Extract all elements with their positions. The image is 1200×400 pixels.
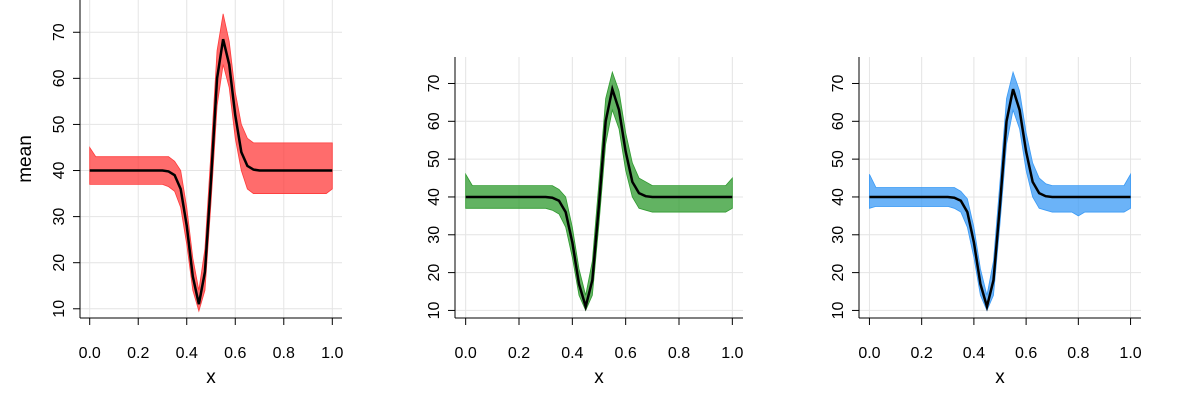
x-tick-label: 0.6 [615,345,637,362]
y-tick-label: 50 [830,150,847,168]
x-tick-label: 1.0 [721,345,743,362]
x-tick-label: 0.4 [963,345,985,362]
x-tick-label: 1.0 [321,345,343,362]
y-tick-label: 10 [51,300,68,318]
x-tick-label: 0.2 [127,345,149,362]
y-tick-label: 70 [830,74,847,92]
y-tick-label: 30 [51,208,68,226]
panel: 0.0 0.2 0.4 0.6 0.8 1.0 10 20 30 40 50 60 70 x mean [15,0,344,388]
x-tick-label: 0.4 [176,345,198,362]
x-tick-label: 0.0 [79,345,101,362]
mean-line [89,38,333,305]
x-tick-label: 0.2 [508,345,530,362]
y-tick-label: 60 [830,112,847,130]
x-tick-label: 0.8 [668,345,690,362]
y-tick-label: 50 [426,150,443,168]
y-tick-label: 40 [51,162,68,180]
x-axis-label: x [594,367,604,388]
x-tick-label: 0.6 [224,345,246,362]
y-tick-label: 60 [426,112,443,130]
y-tick-label: 20 [51,254,68,272]
y-tick-label: 70 [426,74,443,92]
y-tick-label: 20 [830,264,847,282]
mean-line [869,88,1131,312]
x-tick-label: 1.0 [1119,345,1141,362]
x-tick-label: 0.8 [273,345,295,362]
y-tick-label: 20 [426,264,443,282]
y-tick-label: 10 [426,301,443,319]
y-tick-label: 50 [51,115,68,133]
y-tick-label: 40 [830,188,847,206]
panel: 0.0 0.2 0.4 0.6 0.8 1.0 10 20 30 40 50 60 70 x [426,57,744,388]
y-axis-label: mean [15,135,36,183]
x-axis-label: x [206,367,216,388]
x-tick-label: 0.4 [561,345,583,362]
x-tick-label: 0.2 [911,345,933,362]
y-tick-label: 60 [51,69,68,87]
x-tick-label: 0.8 [1067,345,1089,362]
x-tick-label: 0.0 [858,345,880,362]
y-tick-label: 30 [830,226,847,244]
x-tick-label: 0.0 [455,345,477,362]
panel: 0.0 0.2 0.4 0.6 0.8 1.0 10 20 30 40 50 60 70 x [830,57,1142,388]
x-tick-label: 0.6 [1015,345,1037,362]
y-tick-label: 40 [426,188,443,206]
y-tick-label: 10 [830,301,847,319]
y-tick-label: 30 [426,226,443,244]
y-tick-label: 70 [51,23,68,41]
x-axis-label: x [995,367,1005,388]
mean-line [465,84,733,312]
